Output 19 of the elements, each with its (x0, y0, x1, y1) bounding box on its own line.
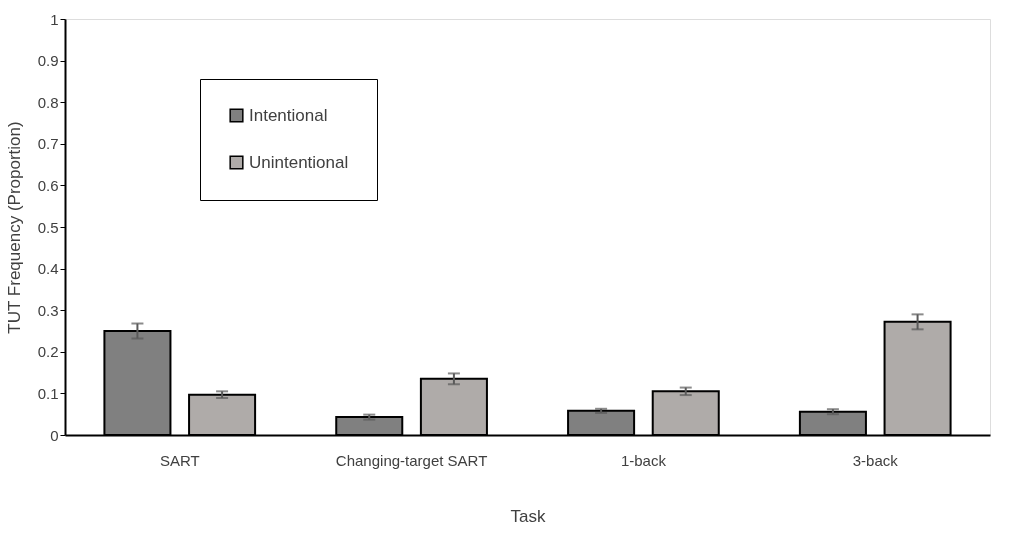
y-tick-label: 0.7 (37, 135, 59, 153)
y-tick-label: 0 (50, 426, 59, 444)
y-tick-label: 0.1 (37, 384, 59, 402)
y-tick-label: 0.6 (37, 176, 59, 194)
y-tick-label: 0.3 (37, 301, 59, 319)
y-tick-label: 0.4 (37, 260, 59, 278)
x-tick-label: 3-back (852, 451, 899, 469)
legend-label: Intentional (249, 105, 328, 125)
x-tick-label: 1-back (620, 451, 667, 469)
x-axis-title: Task (510, 506, 546, 526)
x-tick-label: SART (159, 451, 200, 469)
y-tick-label: 1 (50, 10, 59, 28)
y-axis-title: TUT Frequency (Proportion) (4, 121, 24, 334)
y-tick-label: 0.9 (37, 52, 59, 70)
x-tick-label: Changing-target SART (335, 451, 488, 469)
y-tick-label: 0.5 (37, 218, 59, 236)
y-tick-label: 0.2 (37, 343, 59, 361)
legend-label: Unintentional (249, 152, 349, 172)
y-tick-label: 0.8 (37, 93, 59, 111)
